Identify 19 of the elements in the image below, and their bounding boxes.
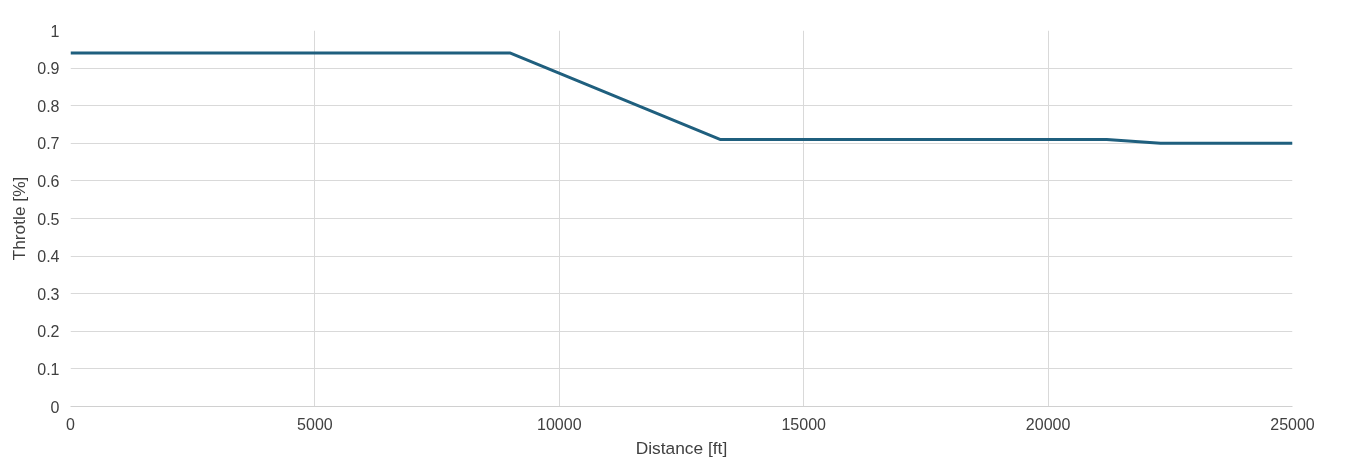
y-axis-title: Throtle [%] xyxy=(9,176,30,261)
x-tick-label: 0 xyxy=(66,415,76,433)
x-axis-title: Distance [ft] xyxy=(635,437,728,458)
y-tick-label: 0.3 xyxy=(37,285,60,303)
y-tick-label: 0 xyxy=(50,398,60,416)
x-tick-label: 20000 xyxy=(1025,415,1071,433)
y-tick-label: 0.5 xyxy=(37,210,60,228)
y-tick-label: 1 xyxy=(50,22,60,40)
y-tick-label: 0.1 xyxy=(37,360,60,378)
x-tick-label: 10000 xyxy=(537,415,582,433)
y-tick-label: 0.2 xyxy=(37,323,60,341)
y-tick-label: 0.6 xyxy=(37,172,60,190)
y-tick-label: 0.8 xyxy=(37,97,60,115)
y-tick-label: 0.7 xyxy=(37,135,60,153)
y-tick-label: 0.9 xyxy=(37,60,60,78)
x-tick-label: 25000 xyxy=(1270,415,1315,433)
y-tick-label: 0.4 xyxy=(37,248,60,266)
x-tick-label: 15000 xyxy=(781,415,827,433)
x-tick-label: 5000 xyxy=(297,415,333,433)
